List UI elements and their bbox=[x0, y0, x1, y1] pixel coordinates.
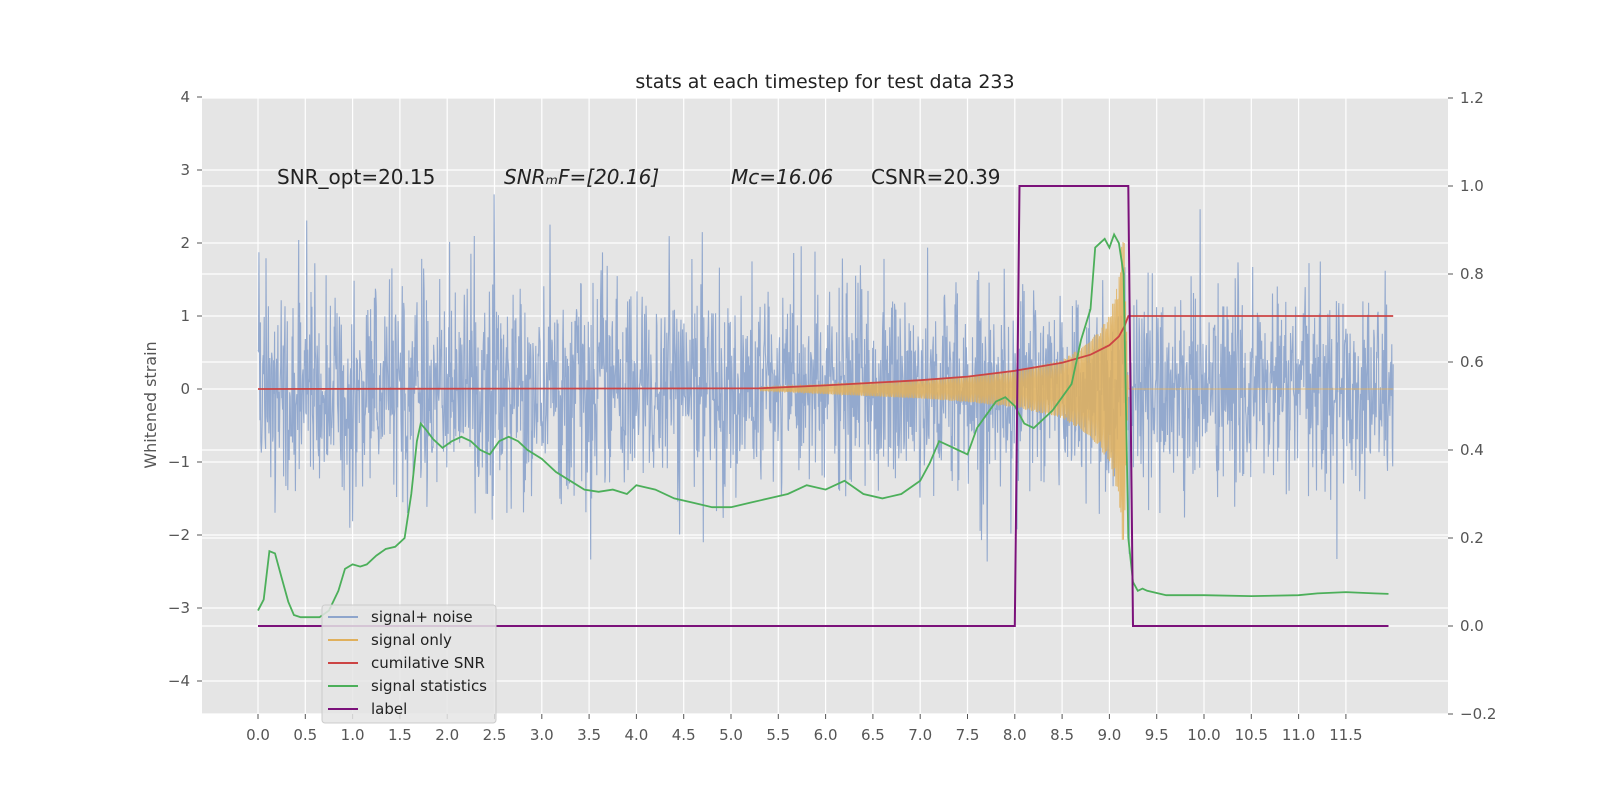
legend-item: signal+ noise bbox=[328, 608, 473, 626]
series-signal-noise-line bbox=[257, 194, 1394, 562]
x-tick-label: 6.0 bbox=[814, 726, 838, 744]
x-tick-label: 3.0 bbox=[530, 726, 554, 744]
y2-tick-label: 0.4 bbox=[1460, 441, 1484, 459]
y2-tick-label: 0.2 bbox=[1460, 529, 1484, 547]
y2-tick-label: −0.2 bbox=[1460, 705, 1496, 723]
y2-tick-label: 1.2 bbox=[1460, 89, 1484, 107]
y2-tick-label: 0.0 bbox=[1460, 617, 1484, 635]
x-tick-label: 5.5 bbox=[766, 726, 790, 744]
y-tick-label: −4 bbox=[168, 672, 190, 690]
x-tick-label: 7.0 bbox=[908, 726, 932, 744]
legend-label: signal+ noise bbox=[371, 608, 473, 626]
y-tick-label: −2 bbox=[168, 526, 190, 544]
y2-tick-label: 0.8 bbox=[1460, 265, 1484, 283]
y-tick-label: 3 bbox=[180, 161, 190, 179]
x-tick-label: 8.5 bbox=[1050, 726, 1074, 744]
annotation-snr-opt: SNR_opt=20.15 bbox=[277, 165, 435, 189]
x-tick-label: 10.5 bbox=[1235, 726, 1268, 744]
y2-tick-label: 0.6 bbox=[1460, 353, 1484, 371]
legend-label: label bbox=[371, 700, 407, 718]
x-tick-label: 3.5 bbox=[577, 726, 601, 744]
legend-item: signal only bbox=[328, 631, 452, 649]
y-tick-label: −3 bbox=[168, 599, 190, 617]
x-tick-label: 11.0 bbox=[1282, 726, 1315, 744]
chart-title: stats at each timestep for test data 233 bbox=[635, 71, 1014, 93]
x-tick-label: 2.5 bbox=[483, 726, 507, 744]
annotation-csnr: CSNR=20.39 bbox=[871, 165, 1001, 189]
x-tick-label: 9.5 bbox=[1145, 726, 1169, 744]
y-tick-label: 0 bbox=[180, 380, 190, 398]
axes: 0.0 0.5 1.0 1.5 2.0 2.5 3.0 3.5 4.0 4.5 5.0 5.5 6.0 6… bbox=[168, 88, 1497, 744]
y-tick-label: 1 bbox=[180, 307, 190, 325]
x-tick-label: 9.0 bbox=[1097, 726, 1121, 744]
legend-item: cumilative SNR bbox=[328, 654, 485, 672]
legend-item: label bbox=[328, 700, 407, 718]
x-tick-label: 4.5 bbox=[672, 726, 696, 744]
x-tick-label: 7.5 bbox=[956, 726, 980, 744]
x-tick-label: 5.0 bbox=[719, 726, 743, 744]
legend-box bbox=[321, 604, 497, 724]
y2-tick-label: 1.0 bbox=[1460, 177, 1484, 195]
annotation-snr-mf: SNRₘF=[20.16] bbox=[504, 165, 659, 189]
x-tick-label: 6.5 bbox=[861, 726, 885, 744]
x-tick-label: 11.5 bbox=[1329, 726, 1362, 744]
x-tick-label: 10.0 bbox=[1187, 726, 1220, 744]
legend-label: cumilative SNR bbox=[371, 654, 485, 672]
series-label-line bbox=[258, 185, 1389, 627]
x-tick-label: 0.5 bbox=[293, 726, 317, 744]
legend-label: signal statistics bbox=[371, 677, 487, 695]
y-tick-label: 4 bbox=[180, 88, 190, 106]
x-tick-label: 8.0 bbox=[1003, 726, 1027, 744]
series-signal-statistics-line bbox=[257, 232, 1389, 619]
series-layer bbox=[257, 185, 1394, 627]
x-tick-label: 1.0 bbox=[341, 726, 365, 744]
legend: signal+ noise signal only cumilative SNR… bbox=[321, 604, 497, 724]
y-tick-label: 2 bbox=[180, 234, 190, 252]
grid bbox=[202, 96, 1448, 715]
y-tick-label: −1 bbox=[168, 453, 190, 471]
annotation-mc: Mᴄ=16.06 bbox=[731, 165, 833, 189]
x-tick-label: 2.0 bbox=[435, 726, 459, 744]
annotations: SNR_opt=20.15 SNRₘF=[20.16] Mᴄ=16.06 CSN… bbox=[277, 165, 1001, 189]
x-tick-label: 4.0 bbox=[624, 726, 648, 744]
x-tick-label: 1.5 bbox=[388, 726, 412, 744]
legend-item: signal statistics bbox=[328, 677, 487, 695]
x-tick-label: 0.0 bbox=[246, 726, 270, 744]
y-axis-label: Whitened strain bbox=[141, 341, 160, 468]
legend-label: signal only bbox=[371, 631, 452, 649]
